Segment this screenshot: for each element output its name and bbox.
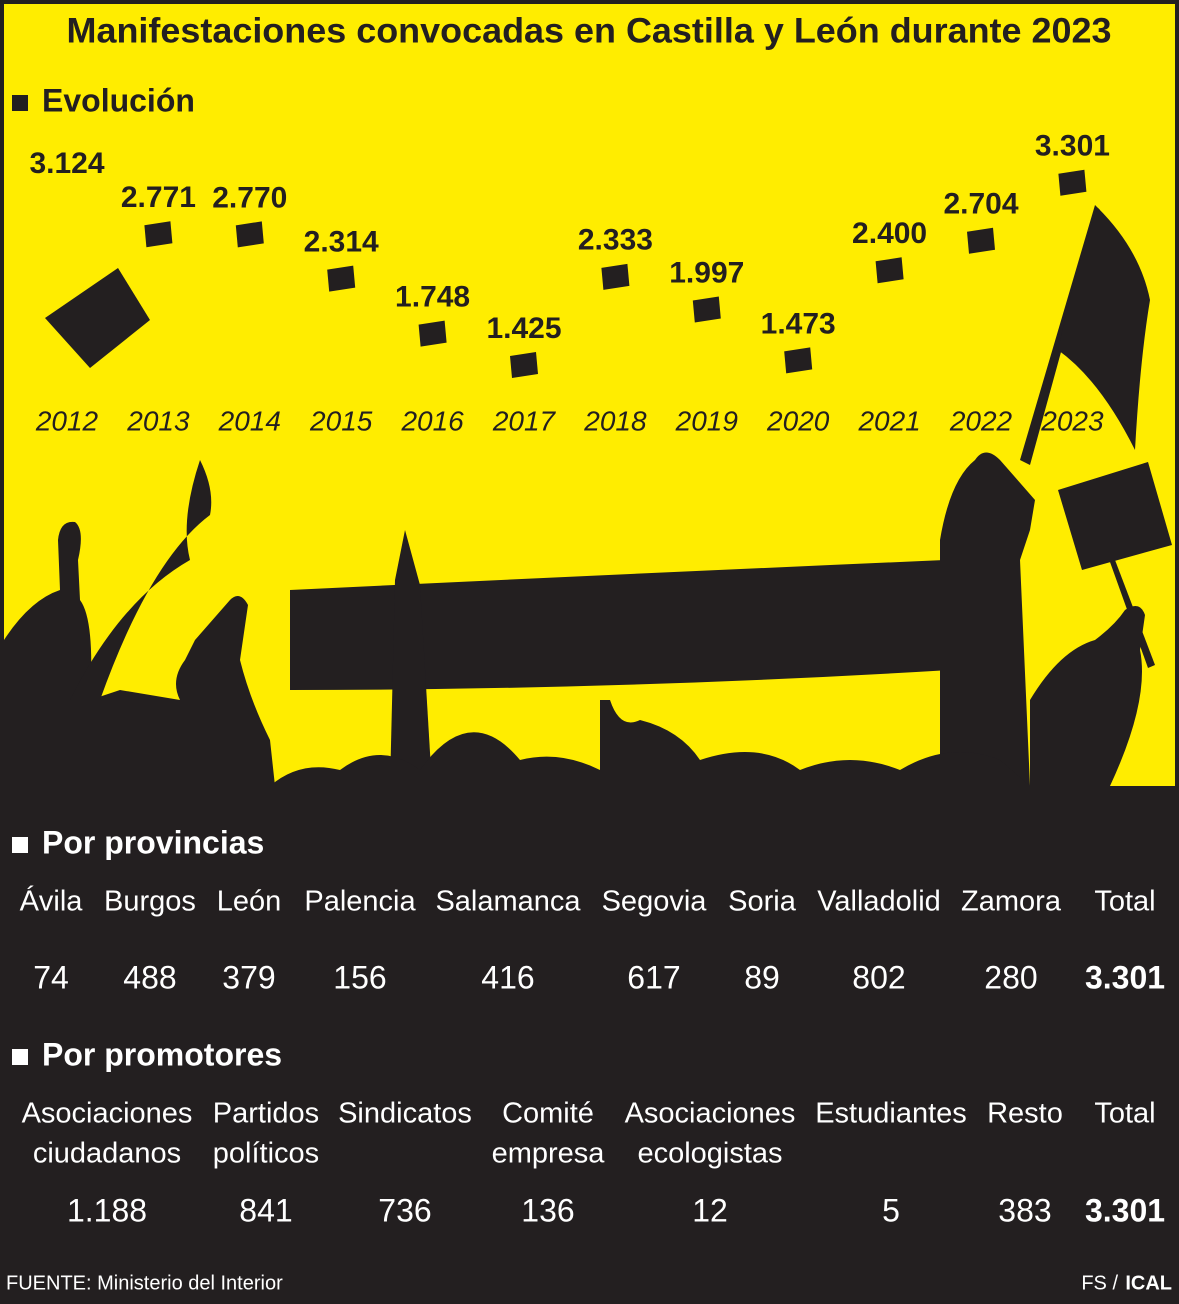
value-label: 1.997 (669, 256, 744, 289)
promoter-value: 5 (882, 1192, 900, 1228)
province-name: Palencia (304, 886, 416, 918)
value-label: 2.770 (212, 181, 287, 214)
promoter-value: 3.301 (1085, 1192, 1165, 1228)
section-bullet (12, 837, 28, 853)
value-label: 1.473 (761, 307, 836, 340)
source: FUENTE: Ministerio del Interior (6, 1272, 283, 1294)
promoter-name: empresa (492, 1138, 606, 1170)
section-title: Evolución (42, 82, 195, 118)
paper-marker (784, 347, 813, 374)
x-tick-label: 2020 (766, 405, 830, 436)
promoter-name: políticos (213, 1138, 319, 1170)
promoter-name: Resto (987, 1098, 1063, 1130)
paper-marker (510, 352, 538, 378)
promoter-name: Partidos (213, 1098, 319, 1130)
promoter-name: Estudiantes (815, 1098, 967, 1130)
value-label: 2.333 (578, 224, 653, 257)
promoter-name: ciudadanos (33, 1138, 181, 1170)
promoter-name: ecologistas (637, 1138, 782, 1170)
section-title: Por promotores (42, 1036, 282, 1072)
province-name: Salamanca (435, 886, 581, 918)
credit: FS / (1081, 1272, 1118, 1294)
x-tick-label: 2014 (218, 405, 281, 436)
promoter-name: Asociaciones (22, 1098, 193, 1130)
x-tick-label: 2019 (675, 405, 738, 436)
paper-marker (875, 257, 904, 284)
value-label: 1.425 (486, 312, 561, 345)
x-tick-label: 2013 (126, 405, 190, 436)
promoter-value: 841 (239, 1192, 292, 1228)
province-value: 3.301 (1085, 959, 1165, 995)
section-bullet (12, 1049, 28, 1065)
value-label: 1.748 (395, 281, 470, 314)
promoter-name: Asociaciones (625, 1098, 796, 1130)
paper-marker (418, 320, 447, 347)
x-tick-label: 2017 (492, 405, 557, 436)
province-value: 802 (852, 959, 905, 995)
promoter-value: 736 (378, 1192, 431, 1228)
promoter-value: 136 (521, 1192, 574, 1228)
paper-marker (235, 221, 264, 248)
paper-marker (144, 221, 173, 248)
province-value: 156 (333, 959, 386, 995)
province-value: 74 (33, 959, 69, 995)
section-bullet (12, 95, 28, 111)
province-name: Soria (728, 886, 797, 918)
x-tick-label: 2016 (400, 405, 464, 436)
province-name: Burgos (104, 886, 196, 918)
section-title: Por provincias (42, 824, 264, 860)
promoter-value: 1.188 (67, 1192, 147, 1228)
province-name: Valladolid (817, 886, 941, 918)
province-value: 416 (481, 959, 534, 995)
x-tick-label: 2023 (1040, 405, 1104, 436)
x-tick-label: 2012 (35, 405, 99, 436)
promoter-name: Total (1094, 1098, 1155, 1130)
promoter-value: 12 (692, 1192, 728, 1228)
value-label: 2.704 (943, 188, 1018, 221)
x-tick-label: 2018 (583, 405, 647, 436)
x-tick-label: 2015 (309, 405, 373, 436)
province-value: 379 (222, 959, 275, 995)
province-name: Ávila (20, 885, 84, 918)
paper-marker (601, 263, 630, 290)
value-label: 2.314 (304, 226, 379, 259)
promoter-name: Comité (502, 1098, 594, 1130)
paper-marker (45, 268, 150, 368)
promoter-value: 383 (998, 1192, 1051, 1228)
province-name: Zamora (961, 886, 1062, 918)
province-name: Segovia (602, 886, 708, 918)
title: Manifestaciones convocadas en Castilla y… (67, 11, 1112, 50)
credit-brand: ICAL (1125, 1272, 1172, 1294)
x-tick-label: 2022 (949, 405, 1013, 436)
value-label: 3.124 (29, 147, 104, 180)
value-label: 2.771 (121, 181, 196, 214)
crowd-silhouette (4, 205, 1172, 786)
x-tick-label: 2021 (857, 405, 920, 436)
province-name: León (217, 886, 282, 918)
paper-marker (327, 265, 356, 292)
paper-marker (967, 227, 995, 254)
province-value: 89 (744, 959, 780, 995)
paper-marker (692, 296, 721, 323)
value-label: 2.400 (852, 217, 927, 250)
province-value: 280 (984, 959, 1037, 995)
province-value: 617 (627, 959, 680, 995)
promoter-name: Sindicatos (338, 1098, 472, 1130)
province-value: 488 (123, 959, 176, 995)
paper-marker (1058, 169, 1087, 196)
province-name: Total (1094, 886, 1155, 918)
value-label: 3.301 (1035, 130, 1110, 163)
